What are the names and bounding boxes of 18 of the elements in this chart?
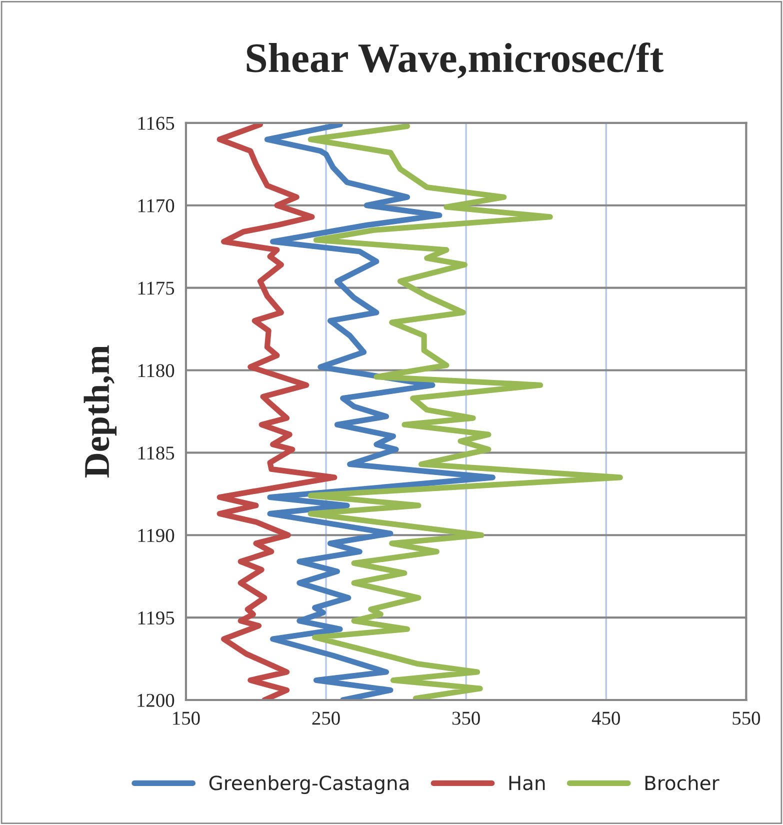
y-tick-label: 1195 [138, 611, 174, 625]
y-tick-label: 1185 [138, 446, 174, 460]
x-tick-label: 550 [732, 712, 760, 725]
y-tick-label: 1200 [138, 694, 174, 707]
x-tick-label: 150 [173, 712, 200, 725]
y-tick-label: 1170 [138, 199, 174, 212]
y-tick-label: 1175 [138, 282, 174, 295]
chart-title: Shear Wave,microsec/ft [246, 42, 664, 78]
x-tick-label: 450 [592, 712, 620, 725]
x-tick-label: 350 [452, 712, 480, 725]
y-axis-title: Depth,m [84, 345, 117, 478]
y-tick-label: 1190 [138, 528, 174, 542]
y-tick-label: 1165 [138, 116, 174, 130]
legend-label: Han [509, 776, 545, 790]
y-tick-label: 1180 [138, 364, 174, 378]
legend-label: Greenberg-Castagna [209, 775, 408, 794]
legend-label: Brocher [645, 775, 720, 790]
x-tick-label: 250 [312, 712, 340, 725]
